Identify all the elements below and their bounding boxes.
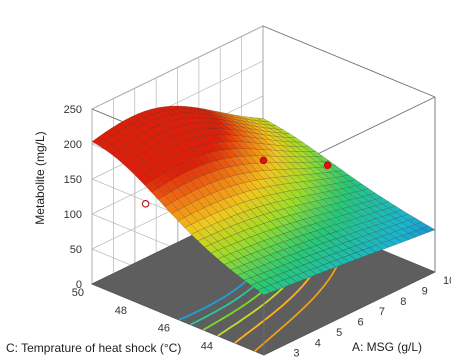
x-tick-label: 4 — [315, 337, 321, 349]
y-tick-label: 48 — [115, 305, 127, 317]
tick-labels: 05010015020025023456789104244464850 — [64, 104, 451, 359]
design-point — [259, 156, 268, 165]
response-surface — [91, 105, 436, 296]
y-tick-label: 46 — [158, 323, 170, 335]
z-tick-label: 0 — [76, 279, 82, 291]
x-axis-title: A: MSG (g/L) — [352, 340, 422, 354]
x-tick-label: 9 — [422, 285, 428, 297]
y-axis-title: C: Temprature of heat shock (°C) — [6, 341, 181, 355]
x-tick-label: 10 — [443, 275, 451, 287]
z-tick-label: 200 — [64, 139, 82, 151]
z-axis-title: Metabolite (mg/L) — [33, 131, 47, 224]
x-tick-label: 5 — [336, 327, 342, 339]
z-tick-label: 150 — [64, 174, 82, 186]
y-tick-label: 50 — [72, 287, 84, 299]
frame-edge — [262, 25, 436, 98]
x-tick-label: 3 — [293, 348, 299, 359]
design-point — [323, 161, 332, 169]
z-tick-label: 250 — [64, 104, 82, 116]
x-tick-label: 8 — [400, 296, 406, 308]
z-tick-label: 50 — [70, 244, 82, 256]
design-points — [141, 156, 332, 208]
x-tick-label: 7 — [379, 306, 385, 318]
surface-facet — [257, 287, 271, 296]
y-tick-label: 44 — [201, 340, 213, 352]
x-tick-label: 6 — [358, 317, 364, 329]
z-tick-label: 100 — [64, 209, 82, 221]
design-point — [141, 200, 150, 208]
